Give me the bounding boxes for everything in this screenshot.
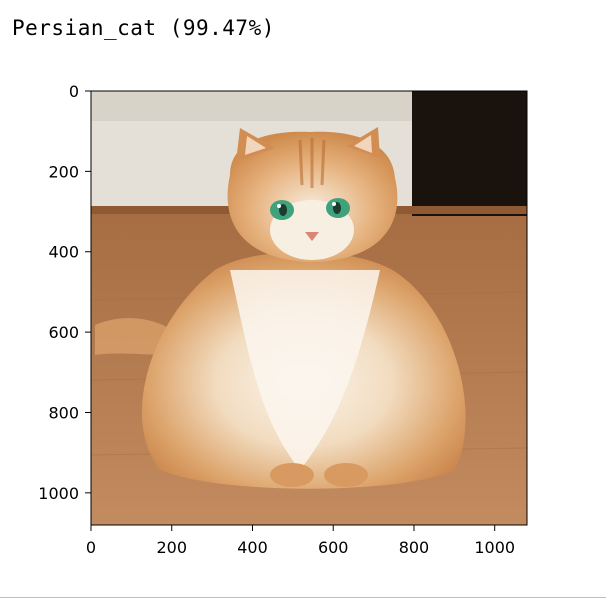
- x-tick-label: 600: [318, 538, 349, 557]
- y-tick-label: 0: [69, 82, 79, 101]
- cell-divider: [0, 597, 606, 598]
- x-tick-label: 400: [237, 538, 268, 557]
- x-axis: 0 200 400 600 800 1000: [86, 525, 515, 557]
- y-tick-label: 400: [48, 243, 79, 262]
- prediction-output-text: Persian_cat (99.47%): [12, 16, 275, 40]
- y-tick-label: 1000: [38, 484, 79, 503]
- y-tick-label: 200: [48, 162, 79, 181]
- axes-frame: [90, 90, 528, 526]
- cat-photo: [91, 91, 527, 525]
- y-tick-label: 800: [48, 403, 79, 422]
- y-tick-label: 600: [48, 323, 79, 342]
- y-axis: 0 200 400 600 800 1000: [38, 82, 91, 503]
- x-tick-label: 200: [156, 538, 187, 557]
- x-tick-label: 0: [86, 538, 96, 557]
- x-tick-label: 1000: [474, 538, 515, 557]
- x-tick-label: 800: [399, 538, 430, 557]
